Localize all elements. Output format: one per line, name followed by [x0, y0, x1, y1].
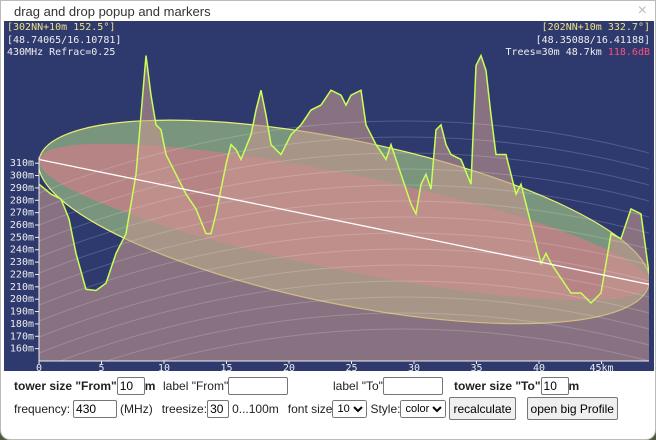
curvature-line	[39, 264, 649, 338]
to-coords: [48.35088/16.41188]	[536, 35, 650, 46]
curvature-line	[39, 200, 649, 274]
label-to-label: label "To"	[333, 379, 383, 393]
from-heading: [302NN+10m 152.5°]	[7, 22, 115, 33]
x-tick-label: 40	[533, 363, 545, 371]
y-tick-label: 310m	[10, 158, 34, 169]
x-tick-label: 15	[220, 363, 232, 371]
treesize-label: treesize:	[161, 401, 208, 416]
y-tick-label: 210m	[10, 282, 34, 293]
x-tick-label: 35	[470, 363, 482, 371]
curvature-line	[39, 136, 649, 210]
x-tick-label: 0	[36, 363, 42, 371]
curvature-lines	[39, 120, 649, 361]
trees-distance-loss: Trees=30m 48.7km 118.6dB	[505, 47, 650, 58]
y-tick-label: 200m	[10, 294, 34, 305]
style-select[interactable]: color	[400, 399, 447, 418]
curvature-line	[39, 232, 649, 306]
frequency-label: frequency:	[14, 401, 71, 416]
y-tick-label: 180m	[10, 319, 34, 330]
treesize-range: 0...100m	[232, 401, 279, 416]
style-label: Style:	[370, 401, 401, 416]
frequency-input[interactable]	[73, 399, 118, 418]
x-tick-label: 45km	[589, 363, 613, 371]
font-size-label: font size	[287, 401, 333, 416]
tower-to-input[interactable]	[540, 377, 569, 395]
curvature-line	[104, 312, 649, 361]
y-tick-label: 160m	[10, 344, 34, 355]
curvature-line	[39, 168, 649, 242]
frequency-unit: (MHz)	[120, 401, 153, 416]
path-loss: 118.6dB	[608, 47, 650, 58]
curvature-line	[39, 184, 649, 258]
label-to-input[interactable]	[382, 377, 443, 395]
y-tick-label: 300m	[10, 171, 34, 182]
curvature-line	[39, 248, 649, 322]
y-tick-label: 260m	[10, 220, 34, 231]
y-tick-label: 230m	[10, 257, 34, 268]
curvature-line	[39, 216, 649, 290]
y-tick-label: 280m	[10, 195, 34, 206]
from-coords: [48.74065/16.10781]	[7, 35, 121, 46]
x-tick-label: 5	[98, 363, 104, 371]
tower-to-unit: m	[568, 379, 580, 393]
y-tick-label: 240m	[10, 245, 34, 256]
curvature-line	[39, 280, 649, 354]
curvature-line	[39, 120, 649, 194]
y-tick-label: 270m	[10, 208, 34, 219]
tower-from-label: tower size "From"	[14, 379, 117, 393]
to-heading: [202NN+10m 332.7°]	[542, 22, 650, 33]
tower-from-input[interactable]	[116, 377, 145, 395]
font-size-select[interactable]: 10	[332, 399, 368, 418]
x-tick-label: 25	[345, 363, 357, 371]
y-tick-label: 170m	[10, 331, 34, 342]
label-from-input[interactable]	[228, 377, 289, 395]
close-icon[interactable]: ×	[637, 2, 647, 19]
trees-distance: Trees=30m 48.7km	[505, 47, 607, 58]
terrain-fill	[39, 55, 649, 361]
dialog-title[interactable]: drag and drop popup and markers	[14, 4, 211, 19]
y-tick-label: 220m	[10, 269, 34, 280]
curvature-line	[39, 152, 649, 226]
x-tick-label: 30	[408, 363, 420, 371]
y-tick-label: 290m	[10, 183, 34, 194]
curvature-line	[159, 328, 649, 361]
line-of-sight	[39, 158, 649, 285]
y-tick-label: 250m	[10, 232, 34, 243]
tower-to-label: tower size "To"	[454, 379, 541, 393]
treesize-input[interactable]	[207, 399, 230, 418]
curvature-line	[58, 296, 649, 361]
tower-from-unit: m	[144, 379, 156, 393]
y-tick-label: 190m	[10, 307, 34, 318]
recalculate-button[interactable]: recalculate	[449, 397, 516, 420]
label-from-label: label "From"	[163, 379, 229, 393]
x-tick-label: 10	[158, 363, 170, 371]
open-big-profile-button[interactable]: open big Profile	[526, 397, 618, 420]
terrain-profile-line	[39, 53, 649, 304]
freq-refrac: 430MHz Refrac=0.25	[7, 47, 115, 58]
x-tick-label: 20	[283, 363, 295, 371]
